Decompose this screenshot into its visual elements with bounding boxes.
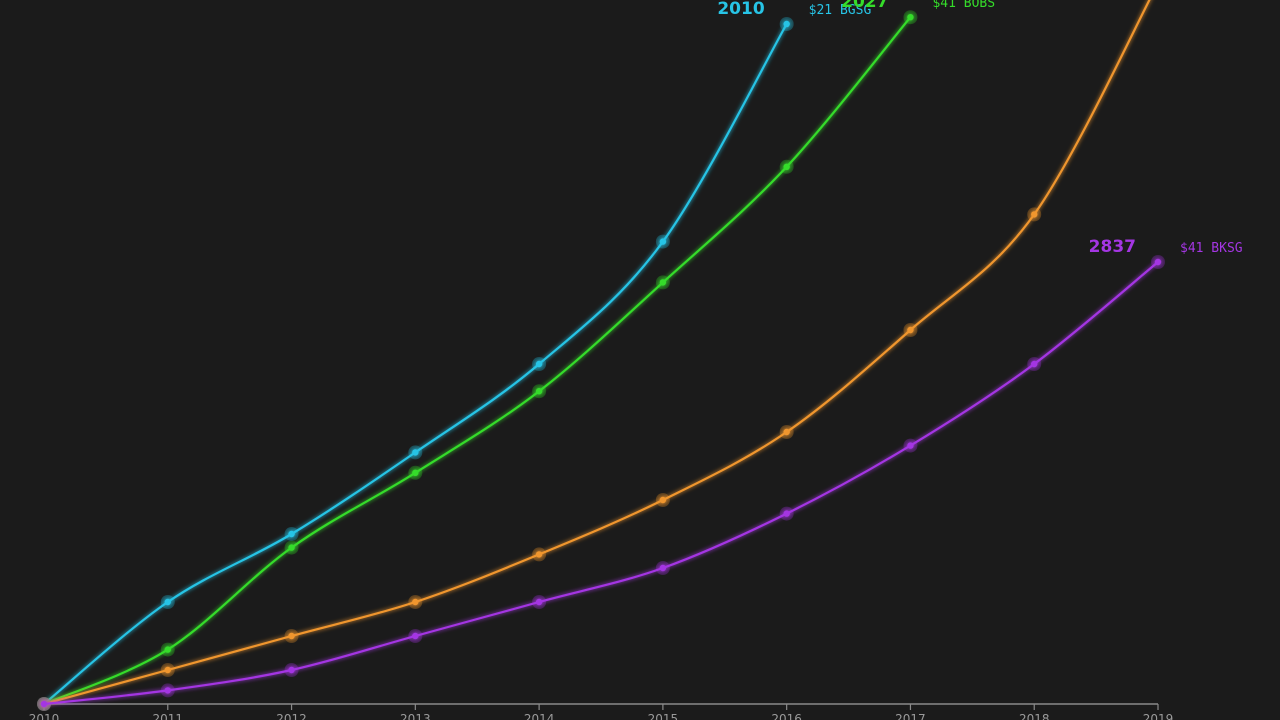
data-point bbox=[1031, 360, 1038, 368]
data-point bbox=[164, 666, 171, 674]
x-tick-label: 2017 bbox=[895, 712, 926, 720]
series-line bbox=[43, 0, 1151, 706]
data-point bbox=[783, 428, 790, 436]
series-layer bbox=[37, 0, 1165, 711]
data-point bbox=[659, 564, 667, 572]
x-tick-label: 2012 bbox=[276, 712, 307, 720]
data-point bbox=[288, 632, 295, 640]
series-line bbox=[43, 16, 912, 706]
data-point bbox=[40, 700, 48, 708]
data-point bbox=[783, 163, 790, 170]
x-tick-label: 2013 bbox=[400, 712, 431, 720]
x-tick-label: 2019 bbox=[1143, 712, 1174, 720]
data-point bbox=[783, 510, 790, 517]
series-line bbox=[43, 261, 1159, 706]
data-point bbox=[412, 632, 419, 640]
x-tick-label: 2010 bbox=[29, 712, 60, 720]
data-point bbox=[535, 388, 543, 395]
end-label-year: 2837 bbox=[1089, 237, 1136, 257]
data-point bbox=[1154, 258, 1162, 266]
x-tick-label: 2011 bbox=[153, 712, 184, 720]
data-point bbox=[164, 687, 171, 694]
data-point bbox=[907, 14, 914, 21]
data-point bbox=[659, 238, 667, 245]
data-point bbox=[535, 551, 543, 558]
data-point bbox=[288, 544, 295, 551]
series-4 bbox=[37, 255, 1165, 711]
data-point bbox=[1031, 211, 1038, 218]
x-tick-label: 2016 bbox=[771, 712, 802, 720]
series-3 bbox=[37, 0, 1151, 711]
data-point bbox=[535, 360, 543, 368]
data-point bbox=[907, 326, 914, 334]
end-label-value: $21 BGSG bbox=[809, 3, 872, 18]
end-label-year: 2010 bbox=[717, 0, 764, 19]
data-point bbox=[535, 598, 543, 606]
series-1 bbox=[37, 17, 794, 711]
data-point bbox=[659, 496, 667, 504]
data-point bbox=[288, 530, 295, 538]
x-tick-label: 2018 bbox=[1019, 712, 1050, 720]
data-point bbox=[412, 469, 419, 476]
data-point bbox=[907, 442, 914, 449]
x-tick-label: 2015 bbox=[648, 712, 679, 720]
data-point bbox=[164, 598, 171, 606]
end-label-year: 2027 bbox=[841, 0, 888, 12]
end-label-value: $41 BKSG bbox=[1180, 241, 1243, 256]
x-tick-label: 2014 bbox=[524, 712, 555, 720]
data-point bbox=[164, 646, 171, 653]
data-point bbox=[412, 449, 419, 456]
data-point bbox=[288, 666, 295, 674]
data-point bbox=[412, 598, 419, 606]
data-point bbox=[783, 20, 790, 28]
x-axis-ticks: 2010 2011 2012 2013 2014 2015 2016 2017 2018 2019 bbox=[29, 704, 1174, 720]
end-label-value: $41 BOBS bbox=[932, 0, 995, 11]
data-point bbox=[659, 279, 667, 286]
